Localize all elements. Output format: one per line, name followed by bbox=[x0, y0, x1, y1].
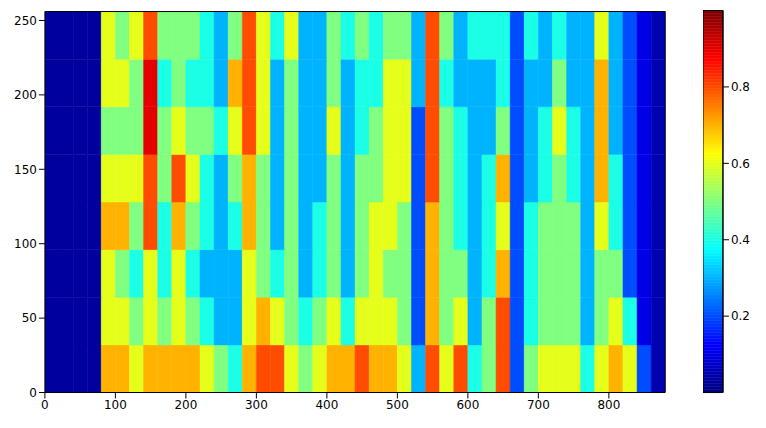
svg-text:0.8: 0.8 bbox=[731, 80, 750, 94]
svg-text:700: 700 bbox=[527, 398, 550, 412]
svg-text:150: 150 bbox=[14, 163, 37, 177]
svg-text:50: 50 bbox=[22, 311, 37, 325]
svg-text:100: 100 bbox=[14, 237, 37, 251]
svg-text:200: 200 bbox=[14, 88, 37, 102]
svg-text:0.4: 0.4 bbox=[731, 233, 750, 247]
svg-text:0.6: 0.6 bbox=[731, 157, 750, 171]
svg-text:100: 100 bbox=[104, 398, 127, 412]
svg-text:400: 400 bbox=[315, 398, 338, 412]
svg-text:300: 300 bbox=[245, 398, 268, 412]
svg-text:0: 0 bbox=[29, 386, 37, 400]
svg-text:500: 500 bbox=[386, 398, 409, 412]
svg-text:0: 0 bbox=[41, 398, 49, 412]
svg-text:250: 250 bbox=[14, 14, 37, 28]
svg-text:0.2: 0.2 bbox=[731, 309, 750, 323]
svg-text:600: 600 bbox=[456, 398, 479, 412]
svg-text:200: 200 bbox=[174, 398, 197, 412]
svg-text:800: 800 bbox=[597, 398, 620, 412]
